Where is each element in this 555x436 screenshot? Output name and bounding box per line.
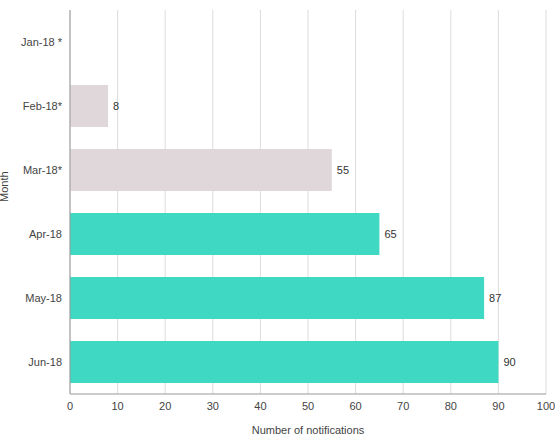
svg-text:May-18: May-18 — [25, 292, 62, 304]
svg-text:65: 65 — [384, 228, 396, 240]
svg-text:Number of notifications: Number of notifications — [252, 424, 365, 436]
svg-text:70: 70 — [397, 400, 409, 412]
svg-text:87: 87 — [489, 292, 501, 304]
svg-text:8: 8 — [113, 100, 119, 112]
svg-text:100: 100 — [537, 400, 547, 412]
svg-text:80: 80 — [445, 400, 457, 412]
svg-text:Apr-18: Apr-18 — [29, 228, 62, 240]
svg-text:Jan-18 *: Jan-18 * — [21, 36, 63, 48]
svg-text:30: 30 — [207, 400, 219, 412]
svg-text:55: 55 — [337, 164, 349, 176]
svg-text:60: 60 — [349, 400, 361, 412]
svg-text:Feb-18*: Feb-18* — [23, 100, 63, 112]
svg-text:Mar-18*: Mar-18* — [23, 164, 63, 176]
svg-text:90: 90 — [492, 400, 504, 412]
svg-text:0: 0 — [67, 400, 73, 412]
svg-text:10: 10 — [111, 400, 123, 412]
svg-text:Jun-18: Jun-18 — [28, 356, 62, 368]
svg-text:50: 50 — [302, 400, 314, 412]
svg-text:40: 40 — [254, 400, 266, 412]
svg-text:20: 20 — [159, 400, 171, 412]
svg-text:90: 90 — [503, 356, 515, 368]
svg-text:Month: Month — [8, 171, 10, 202]
